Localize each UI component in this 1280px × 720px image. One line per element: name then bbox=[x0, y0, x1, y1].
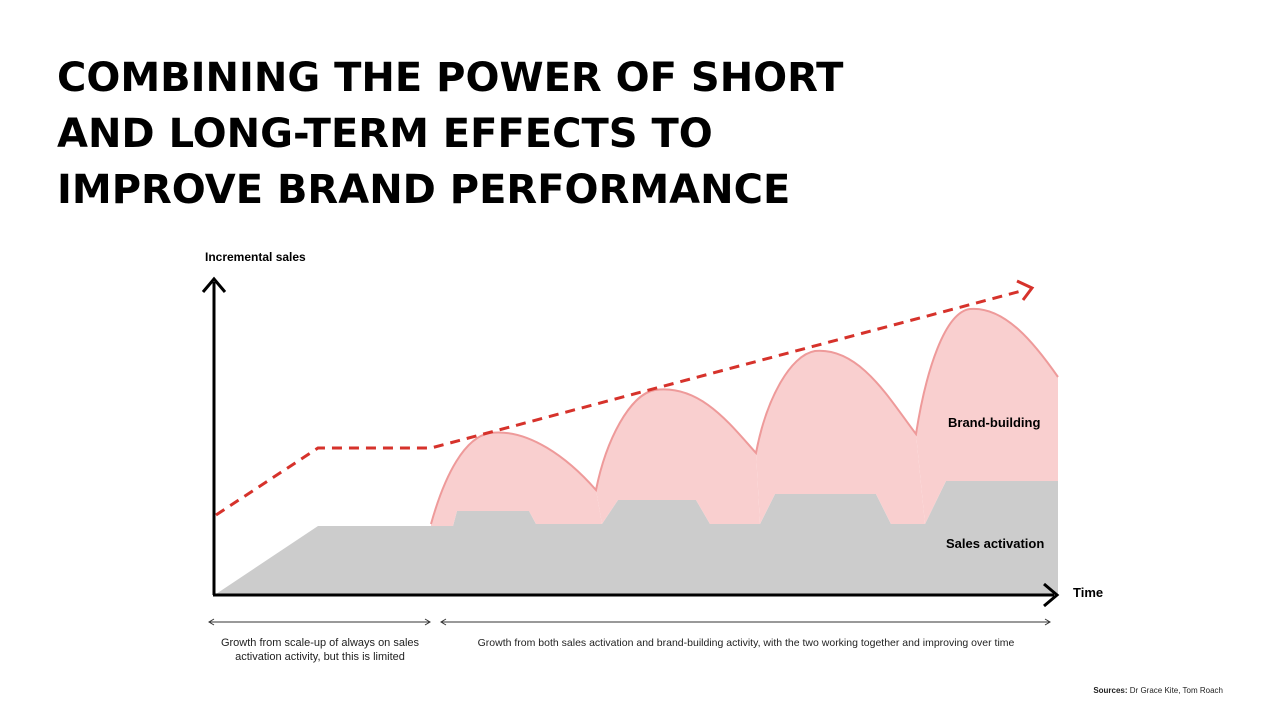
sources-credit: Sources: Dr Grace Kite, Tom Roach bbox=[1093, 686, 1223, 695]
title-line-2: AND LONG-TERM EFFECTS TO bbox=[57, 111, 713, 157]
sources-label: Sources: bbox=[1093, 686, 1128, 695]
phase-1-arrow-right bbox=[424, 618, 431, 626]
title-line-1: COMBINING THE POWER OF SHORT bbox=[57, 55, 844, 101]
trend-arrowhead bbox=[1016, 279, 1035, 301]
brand-building-area bbox=[431, 432, 602, 526]
sales-activation-area bbox=[216, 481, 1058, 594]
phase-2-arrow-right bbox=[1044, 618, 1051, 626]
title-line-3: IMPROVE BRAND PERFORMANCE bbox=[57, 167, 791, 213]
phase-1-text-line-1: Growth from scale-up of always on sales bbox=[220, 637, 420, 649]
phase-1-text-line-2: activation activity, but this is limited bbox=[235, 651, 405, 663]
phase-1-annotation: Growth from scale-up of always on sales … bbox=[209, 636, 431, 664]
phase-2-annotation: Growth from both sales activation and br… bbox=[441, 636, 1051, 650]
brand-building-area bbox=[916, 308, 1058, 524]
brand-building-label: Brand-building bbox=[948, 415, 1041, 430]
phase-2-text: Growth from both sales activation and br… bbox=[477, 637, 1015, 649]
phase-1-arrow-left bbox=[208, 618, 215, 626]
x-axis-label: Time bbox=[1073, 585, 1104, 600]
y-axis-label: Incremental sales bbox=[205, 250, 306, 264]
brand-building-curve bbox=[430, 307, 1059, 525]
y-axis-arrowhead bbox=[201, 276, 227, 293]
brand-building-area bbox=[596, 389, 760, 524]
slide-title: COMBINING THE POWER OF SHORT AND LONG-TE… bbox=[57, 50, 957, 218]
brand-building-area bbox=[756, 350, 925, 524]
sales-activation-label: Sales activation bbox=[946, 536, 1045, 551]
phase-2-arrow-left bbox=[440, 618, 447, 626]
sources-text: Dr Grace Kite, Tom Roach bbox=[1129, 686, 1223, 695]
trend-line bbox=[215, 288, 1026, 517]
x-axis-arrowhead bbox=[1043, 582, 1060, 608]
